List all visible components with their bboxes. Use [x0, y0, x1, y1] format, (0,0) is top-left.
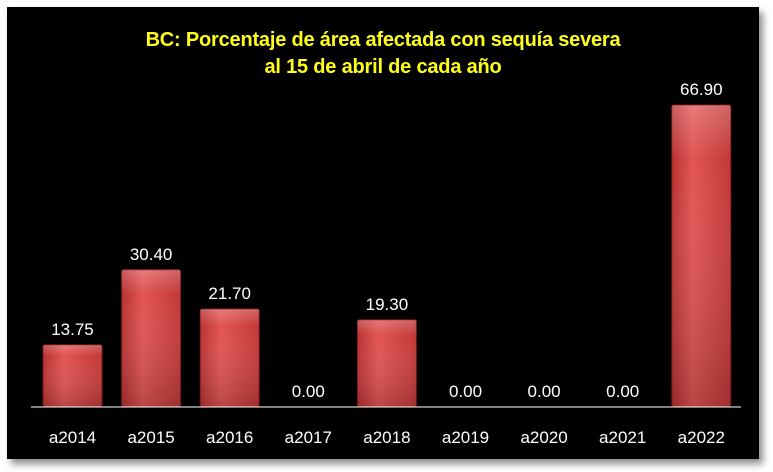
chart-title-line-2: al 15 de abril de cada año: [264, 56, 502, 78]
bar-a2016: [199, 308, 260, 408]
bar-a2015: [121, 269, 182, 408]
data-label-a2021: 0.00: [606, 382, 639, 401]
x-tick-a2014: a2014: [49, 428, 96, 447]
bar-a2022: [671, 104, 732, 408]
x-tick-a2019: a2019: [442, 428, 489, 447]
x-tick-a2017: a2017: [285, 428, 332, 447]
data-label-a2014: 13.75: [51, 320, 94, 339]
labels-layer: 13.75 30.40 21.70 0.00 19.30 0.00 0.00 0.00 66.9…: [51, 80, 722, 401]
data-label-a2017: 0.00: [292, 382, 325, 401]
x-tick-a2016: a2016: [206, 428, 253, 447]
x-tick-a2015: a2015: [127, 428, 174, 447]
data-label-a2015: 30.40: [130, 245, 173, 264]
data-label-a2016: 21.70: [208, 284, 251, 303]
data-label-a2022: 66.90: [680, 80, 723, 99]
data-label-a2020: 0.00: [528, 382, 561, 401]
bar-a2014: [42, 344, 103, 408]
x-tick-a2022: a2022: [678, 428, 725, 447]
bars-layer: [42, 104, 732, 408]
chart-title-line-1: BC: Porcentaje de área afectada con sequ…: [145, 29, 621, 51]
data-label-a2018: 19.30: [366, 295, 409, 314]
data-label-a2019: 0.00: [449, 382, 482, 401]
x-tick-a2020: a2020: [520, 428, 567, 447]
x-tick-labels: a2014 a2015 a2016 a2017 a2018 a2019 a2020 a2021…: [49, 428, 725, 447]
chart-title: BC: Porcentaje de área afectada con sequ…: [7, 27, 759, 81]
x-tick-a2021: a2021: [599, 428, 646, 447]
x-tick-a2018: a2018: [363, 428, 410, 447]
bar-a2018: [356, 319, 417, 408]
